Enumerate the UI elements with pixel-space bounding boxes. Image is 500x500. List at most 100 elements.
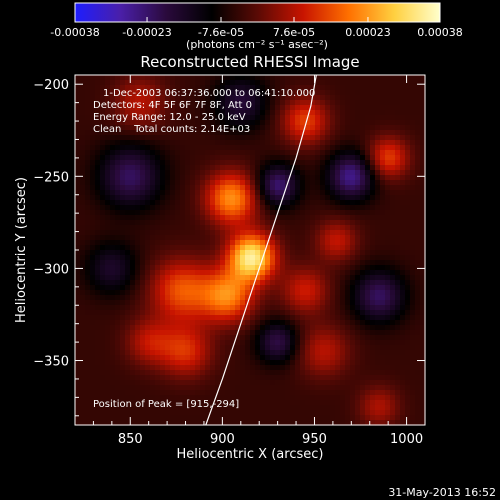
heat-cell bbox=[280, 140, 286, 146]
heat-cell bbox=[165, 350, 171, 356]
heat-cell bbox=[115, 110, 121, 116]
heat-cell bbox=[220, 210, 226, 216]
heat-cell bbox=[210, 235, 216, 241]
heat-cell bbox=[175, 185, 181, 191]
heat-cell bbox=[340, 230, 346, 236]
heat-cell bbox=[395, 90, 401, 96]
heat-cell bbox=[265, 325, 271, 331]
heat-cell bbox=[160, 85, 166, 91]
heat-cell bbox=[160, 215, 166, 221]
heat-cell bbox=[365, 245, 371, 251]
heat-cell bbox=[95, 260, 101, 266]
heat-cell bbox=[245, 205, 251, 211]
heat-cell bbox=[250, 200, 256, 206]
heat-cell bbox=[275, 275, 281, 281]
heat-cell bbox=[405, 120, 411, 126]
heat-cell bbox=[190, 135, 196, 141]
heat-cell bbox=[310, 295, 316, 301]
heat-cell bbox=[100, 280, 106, 286]
heat-cell bbox=[160, 200, 166, 206]
heat-cell bbox=[300, 345, 306, 351]
heat-cell bbox=[180, 405, 186, 411]
heat-cell bbox=[160, 195, 166, 201]
heat-cell bbox=[280, 300, 286, 306]
heat-cell bbox=[150, 180, 156, 186]
heat-cell bbox=[300, 150, 306, 156]
heat-cell bbox=[405, 415, 411, 421]
heat-cell bbox=[75, 260, 81, 266]
heat-cell bbox=[300, 95, 306, 101]
heat-cell bbox=[205, 180, 211, 186]
heat-cell bbox=[145, 175, 151, 181]
heat-cell bbox=[225, 175, 231, 181]
heat-cell bbox=[190, 110, 196, 116]
heat-cell bbox=[275, 310, 281, 316]
heat-cell bbox=[355, 150, 361, 156]
heat-cell bbox=[100, 305, 106, 311]
heat-cell bbox=[285, 130, 291, 136]
heat-cell bbox=[390, 85, 396, 91]
heat-cell bbox=[310, 405, 316, 411]
heat-cell bbox=[305, 150, 311, 156]
heat-cell bbox=[350, 295, 356, 301]
heat-cell bbox=[340, 280, 346, 286]
heat-cell bbox=[125, 140, 131, 146]
heat-cell bbox=[90, 225, 96, 231]
heat-cell bbox=[160, 80, 166, 86]
heat-cell bbox=[275, 300, 281, 306]
heat-cell bbox=[245, 75, 251, 81]
heat-cell bbox=[300, 175, 306, 181]
heat-cell bbox=[155, 375, 161, 381]
heat-cell bbox=[160, 360, 166, 366]
heat-cell bbox=[105, 225, 111, 231]
heat-cell bbox=[355, 185, 361, 191]
heat-cell bbox=[270, 140, 276, 146]
heat-cell bbox=[315, 205, 321, 211]
heat-cell bbox=[390, 270, 396, 276]
heat-cell bbox=[380, 125, 386, 131]
heat-cell bbox=[345, 200, 351, 206]
heat-cell bbox=[280, 345, 286, 351]
heat-cell bbox=[410, 110, 416, 116]
heat-cell bbox=[315, 115, 321, 121]
heat-cell bbox=[140, 390, 146, 396]
heat-cell bbox=[405, 325, 411, 331]
heat-cell bbox=[155, 280, 161, 286]
heat-cell bbox=[365, 155, 371, 161]
heat-cell bbox=[405, 255, 411, 261]
heat-cell bbox=[385, 395, 391, 401]
heat-cell bbox=[240, 415, 246, 421]
heat-cell bbox=[200, 100, 206, 106]
heat-cell bbox=[360, 180, 366, 186]
heat-cell bbox=[205, 390, 211, 396]
heat-cell bbox=[325, 170, 331, 176]
heat-cell bbox=[190, 370, 196, 376]
heat-cell bbox=[220, 325, 226, 331]
heat-cell bbox=[145, 140, 151, 146]
heat-cell bbox=[135, 225, 141, 231]
heat-cell bbox=[300, 400, 306, 406]
heat-cell bbox=[310, 360, 316, 366]
heat-cell bbox=[165, 210, 171, 216]
heat-cell bbox=[415, 305, 421, 311]
heat-cell bbox=[165, 290, 171, 296]
heat-cell bbox=[395, 320, 401, 326]
heat-cell bbox=[375, 140, 381, 146]
heat-cell bbox=[105, 100, 111, 106]
heat-cell bbox=[325, 80, 331, 86]
heat-cell bbox=[155, 75, 161, 81]
heat-cell bbox=[285, 155, 291, 161]
heat-cell bbox=[130, 160, 136, 166]
heat-cell bbox=[185, 175, 191, 181]
heat-cell bbox=[410, 400, 416, 406]
heat-cell bbox=[140, 335, 146, 341]
heat-cell bbox=[380, 210, 386, 216]
heat-cell bbox=[280, 210, 286, 216]
heat-cell bbox=[300, 305, 306, 311]
heat-cell bbox=[245, 350, 251, 356]
heat-cell bbox=[305, 410, 311, 416]
heat-cell bbox=[230, 120, 236, 126]
heat-cell bbox=[95, 360, 101, 366]
heat-cell bbox=[140, 80, 146, 86]
heat-cell bbox=[175, 290, 181, 296]
